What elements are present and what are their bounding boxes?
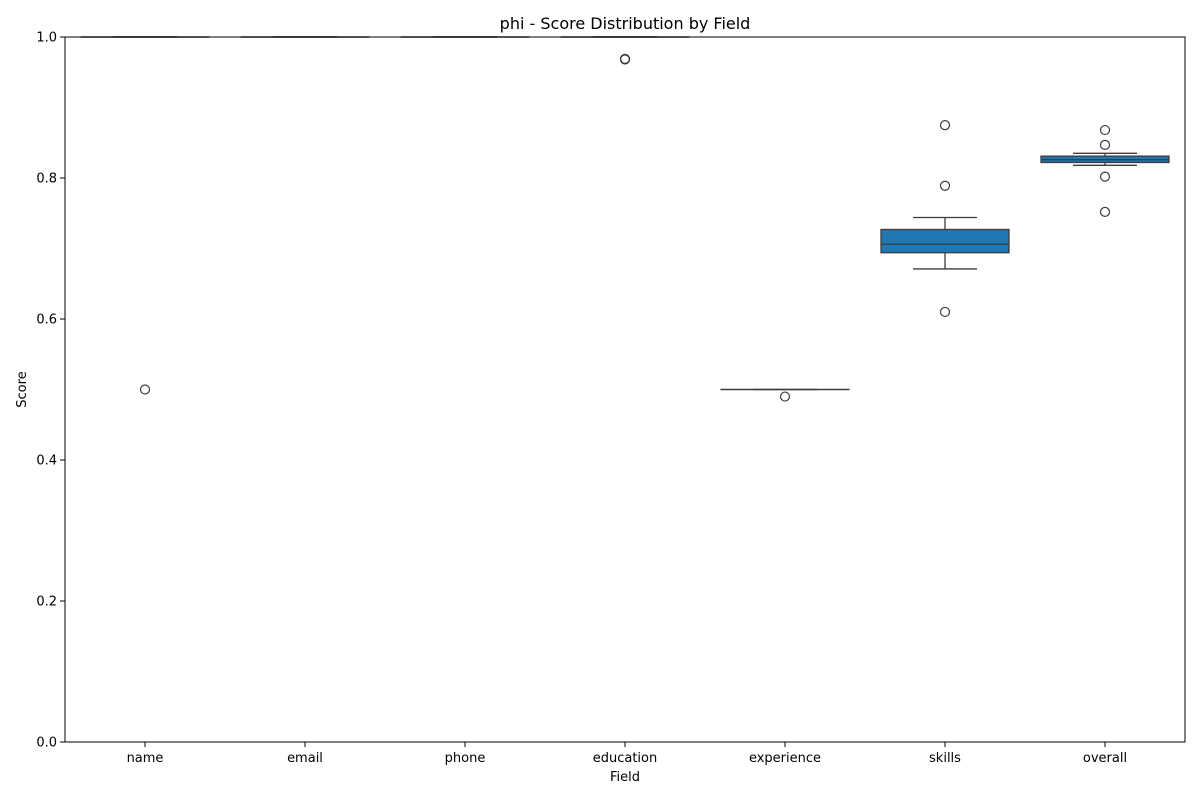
y-tick-label: 0.0	[36, 736, 57, 751]
plot-area	[81, 37, 1169, 401]
outlier-point	[1101, 207, 1110, 216]
outlier-point	[621, 54, 630, 63]
y-tick-label: 0.6	[36, 313, 57, 328]
box-skills	[881, 229, 1009, 252]
y-tick-label: 0.8	[36, 172, 57, 187]
box-group-experience	[721, 390, 849, 402]
box-group-education	[561, 37, 689, 64]
outlier-point	[941, 121, 950, 130]
x-tick-label: name	[127, 751, 164, 766]
x-tick-label: education	[593, 751, 658, 766]
x-tick-label: phone	[445, 751, 486, 766]
y-tick-label: 0.2	[36, 595, 57, 610]
y-axis-label: Score	[15, 371, 30, 407]
x-tick-label: email	[287, 751, 323, 766]
x-axis: name email phone education experience skills o…	[127, 742, 1128, 766]
y-axis: 0.0 0.2 0.4 0.6 0.8 1.0	[36, 31, 65, 751]
outlier-point	[1101, 126, 1110, 135]
y-tick-label: 1.0	[36, 31, 57, 46]
box-group-name	[81, 37, 209, 394]
y-tick-label: 0.4	[36, 454, 57, 469]
chart-title: phi - Score Distribution by Field	[500, 14, 751, 33]
x-tick-label: skills	[929, 751, 961, 766]
x-tick-label: overall	[1083, 751, 1127, 766]
x-axis-label: Field	[610, 770, 640, 785]
x-tick-label: experience	[749, 751, 821, 766]
box-group-overall	[1041, 126, 1169, 217]
outlier-point	[941, 181, 950, 190]
outlier-point	[141, 385, 150, 394]
outlier-point	[781, 392, 790, 401]
outlier-point	[941, 307, 950, 316]
outlier-point	[1101, 172, 1110, 181]
outlier-point	[1101, 140, 1110, 149]
plot-frame	[65, 37, 1185, 742]
box-group-skills	[881, 121, 1009, 317]
